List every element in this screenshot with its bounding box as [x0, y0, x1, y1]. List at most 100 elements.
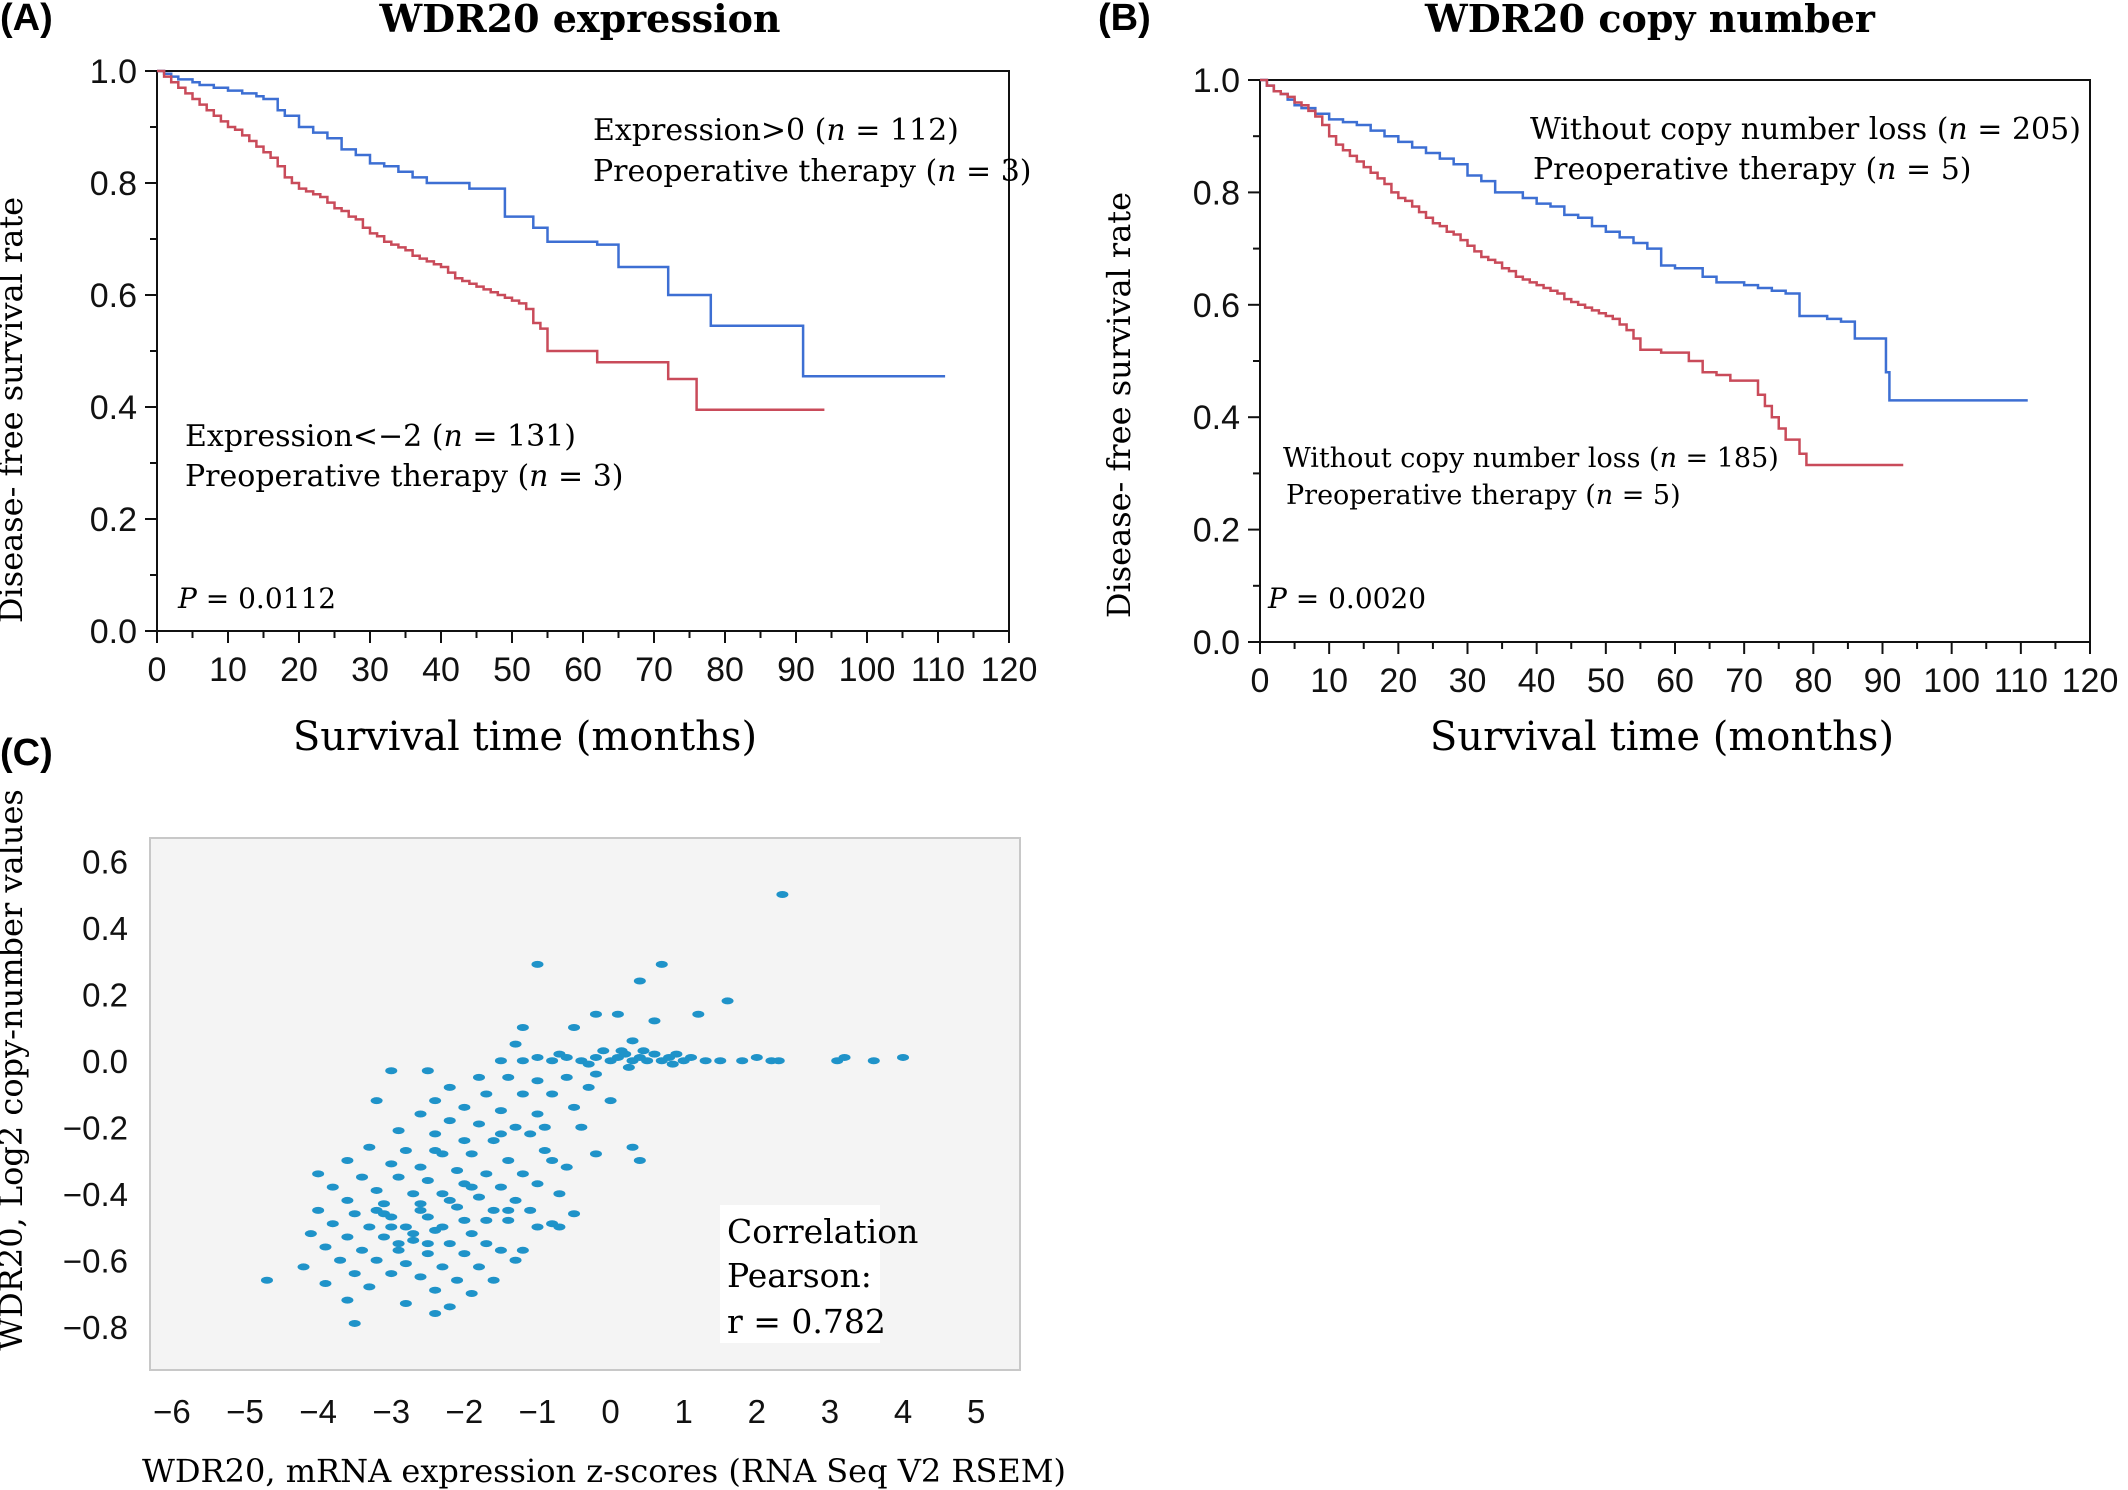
panel-a-axes: 0.0 0.2 0.4 0.6 0.8 1.0 0 10 20 30 40 50 60 70 80 90 100…: [90, 53, 1038, 689]
scatter-point: [553, 1190, 566, 1198]
scatter-point: [407, 1230, 420, 1238]
scatter-point: [363, 1283, 376, 1291]
km-curve-red: [157, 69, 825, 412]
scatter-point: [553, 1050, 566, 1058]
x-tick-label: 90: [777, 651, 815, 689]
scatter-point: [326, 1220, 339, 1228]
panel-b-legend-high-sub: Preoperative therapy (n = 5): [1533, 152, 1972, 187]
x-tick-label: 40: [1518, 662, 1556, 700]
y-tick-label: 0.2: [90, 501, 137, 539]
scatter-point: [516, 1090, 529, 1098]
panel-a-legend-low: Expression<−2 (n = 131): [185, 419, 576, 454]
scatter-point: [472, 1263, 485, 1271]
scatter-point: [531, 1077, 544, 1085]
scatter-point: [399, 1300, 412, 1307]
scatter-point: [531, 1110, 544, 1118]
scatter-point: [356, 1173, 369, 1181]
scatter-point: [465, 1150, 478, 1158]
scatter-point: [312, 1206, 325, 1214]
scatter-point: [666, 1060, 679, 1068]
scatter-point: [458, 1250, 471, 1258]
scatter-point: [429, 1286, 442, 1294]
scatter-point: [776, 891, 789, 899]
scatter-point: [421, 1240, 434, 1248]
scatter-point: [451, 1276, 464, 1284]
panel-c-points: [260, 891, 910, 1327]
scatter-point: [348, 1210, 361, 1218]
x-tick-label: −3: [372, 1393, 410, 1430]
scatter-point: [685, 1053, 698, 1061]
scatter-point: [648, 1050, 661, 1058]
scatter-point: [494, 1246, 507, 1254]
scatter-point: [494, 1130, 507, 1138]
panel-a-pvalue: P = 0.0112: [177, 582, 336, 615]
scatter-point: [546, 1157, 559, 1165]
scatter-point: [392, 1127, 405, 1135]
scatter-point: [465, 1290, 478, 1298]
scatter-point: [611, 1010, 624, 1018]
x-tick-label: 10: [209, 651, 247, 689]
y-tick-label: 1.0: [90, 53, 137, 91]
scatter-point: [546, 1090, 559, 1098]
scatter-point: [692, 1010, 705, 1018]
x-tick-label: −4: [299, 1393, 337, 1430]
panel-c-axes: 0.6 0.4 0.2 0.0 −0.2 −0.4 −0.6 −0.8 −6 −5 −4 −3 −2 −1…: [63, 843, 985, 1430]
x-tick-label: 4: [894, 1393, 912, 1430]
panel-a: (A) WDR20 expression 0.00.20.40.60.81.00…: [0, 0, 1037, 760]
scatter-point: [392, 1246, 405, 1254]
scatter-point: [480, 1216, 493, 1224]
y-tick-label: 0.0: [90, 613, 137, 651]
y-tick-label: 0.8: [1193, 174, 1240, 212]
scatter-point: [633, 1157, 646, 1165]
scatter-point: [589, 1070, 602, 1078]
scatter-point: [429, 1130, 442, 1138]
scatter-point: [772, 1057, 785, 1065]
y-tick-label: 0.0: [1193, 624, 1240, 662]
panel-b-title: WDR20 copy number: [1424, 0, 1876, 41]
scatter-point: [472, 1193, 485, 1201]
scatter-point: [363, 1143, 376, 1151]
scatter-point: [480, 1170, 493, 1178]
scatter-point: [560, 1073, 573, 1081]
scatter-point: [458, 1137, 471, 1145]
scatter-point: [699, 1057, 712, 1065]
x-tick-label: 50: [493, 651, 531, 689]
scatter-point: [392, 1173, 405, 1181]
x-tick-label: −1: [519, 1393, 557, 1430]
scatter-point: [538, 1147, 551, 1155]
scatter-point: [370, 1097, 383, 1105]
panel-a-legend-high-sub: Preoperative therapy (n = 3): [593, 154, 1032, 189]
scatter-point: [750, 1053, 763, 1061]
scatter-point: [341, 1296, 354, 1304]
y-tick-label: 0.2: [1193, 512, 1240, 550]
scatter-point: [304, 1230, 317, 1238]
scatter-point: [472, 1120, 485, 1128]
scatter-point: [509, 1196, 522, 1204]
panel-b-legend-high: Without copy number loss (n = 205): [1530, 112, 2081, 147]
scatter-point: [356, 1246, 369, 1254]
panel-c-annotation-line1: Correlation: [727, 1212, 918, 1251]
scatter-point: [531, 1223, 544, 1231]
panel-b-axes: 0.0 0.2 0.4 0.6 0.8 1.0 0 10 20 30 40 50 60 70 80 90 100…: [1193, 62, 2119, 700]
scatter-point: [502, 1073, 515, 1081]
scatter-point: [721, 997, 734, 1005]
y-tick-label: −0.8: [63, 1309, 128, 1346]
scatter-point: [568, 1210, 581, 1218]
scatter-point: [560, 1163, 573, 1171]
scatter-point: [502, 1216, 515, 1224]
x-tick-label: 3: [821, 1393, 839, 1430]
scatter-point: [633, 977, 646, 985]
scatter-point: [494, 1183, 507, 1191]
scatter-point: [615, 1047, 628, 1055]
scatter-point: [458, 1216, 471, 1224]
panel-a-title: WDR20 expression: [378, 0, 780, 41]
scatter-point: [436, 1263, 449, 1271]
x-tick-label: 90: [1864, 662, 1902, 700]
scatter-point: [637, 1047, 650, 1055]
x-tick-label: 110: [1994, 662, 2048, 700]
y-tick-label: 0.6: [1193, 287, 1240, 325]
scatter-point: [385, 1270, 398, 1278]
x-tick-label: 120: [981, 651, 1038, 689]
scatter-point: [436, 1223, 449, 1231]
x-tick-label: 80: [1794, 662, 1832, 700]
